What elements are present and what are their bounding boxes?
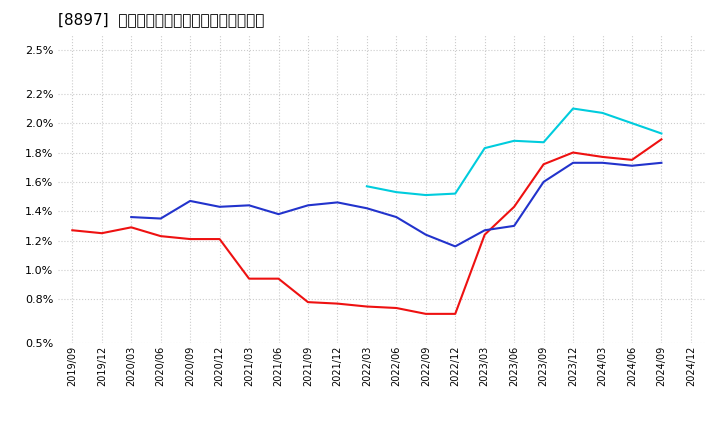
3年 [480,232,489,237]
3年 [97,231,106,236]
5年 [421,232,430,237]
5年 [215,204,224,209]
5年 [127,214,135,220]
7年 [628,121,636,126]
7年 [363,183,372,189]
5年 [451,244,459,249]
Line: 3年: 3年 [72,139,662,314]
7年 [598,110,607,116]
7年 [569,106,577,111]
7年 [480,146,489,151]
5年 [186,198,194,204]
3年 [421,311,430,316]
5年 [628,163,636,169]
3年 [598,154,607,160]
3年 [392,305,400,311]
3年 [569,150,577,155]
5年 [510,223,518,228]
3年 [451,311,459,316]
5年 [569,160,577,165]
5年 [333,200,342,205]
5年 [539,179,548,184]
3年 [304,300,312,305]
3年 [657,137,666,142]
5年 [598,160,607,165]
5年 [363,205,372,211]
7年 [421,192,430,198]
5年 [392,214,400,220]
7年 [657,131,666,136]
5年 [480,227,489,233]
3年 [363,304,372,309]
5年 [304,203,312,208]
3年 [68,227,76,233]
5年 [156,216,165,221]
7年 [392,190,400,195]
3年 [539,161,548,167]
5年 [657,160,666,165]
3年 [510,204,518,209]
7年 [451,191,459,196]
5年 [245,203,253,208]
3年 [628,157,636,162]
3年 [215,236,224,242]
5年 [274,212,283,217]
Line: 5年: 5年 [131,163,662,246]
7年 [510,138,518,143]
3年 [274,276,283,281]
Line: 7年: 7年 [367,109,662,195]
3年 [333,301,342,306]
3年 [156,234,165,239]
3年 [186,236,194,242]
3年 [245,276,253,281]
Text: [8897]  経常利益マージンの標準偏差の推移: [8897] 経常利益マージンの標準偏差の推移 [58,12,264,27]
3年 [127,225,135,230]
7年 [539,139,548,145]
